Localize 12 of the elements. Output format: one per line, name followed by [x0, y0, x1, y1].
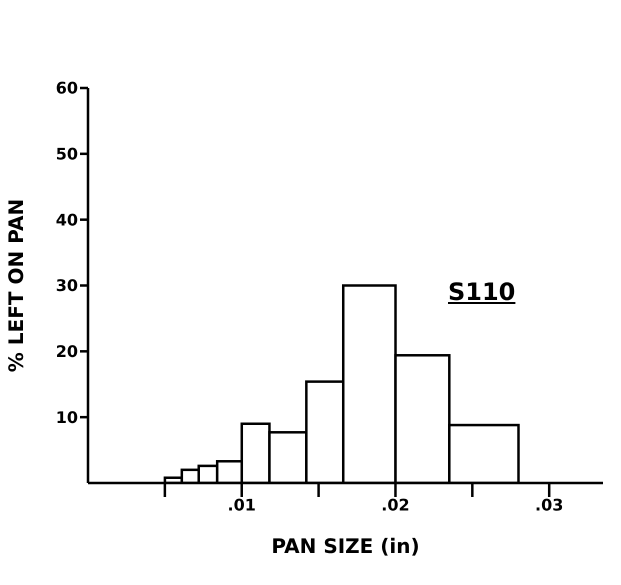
x-axis-title: PAN SIZE (in): [271, 534, 420, 558]
y-tick-label: 50: [56, 144, 78, 164]
annotation: S110: [448, 278, 516, 306]
x-tick-label: .01: [228, 495, 256, 514]
y-tick-label: 40: [56, 210, 78, 230]
x-tick-label: .03: [535, 495, 564, 514]
y-tick-label: 10: [56, 408, 78, 427]
y-tick-label: 30: [56, 276, 78, 296]
y-tick-label: 60: [56, 78, 78, 98]
x-tick-label: .02: [381, 495, 410, 514]
y-tick-label: 20: [56, 342, 78, 362]
y-axis-title: % LEFT ON PAN: [4, 198, 28, 372]
